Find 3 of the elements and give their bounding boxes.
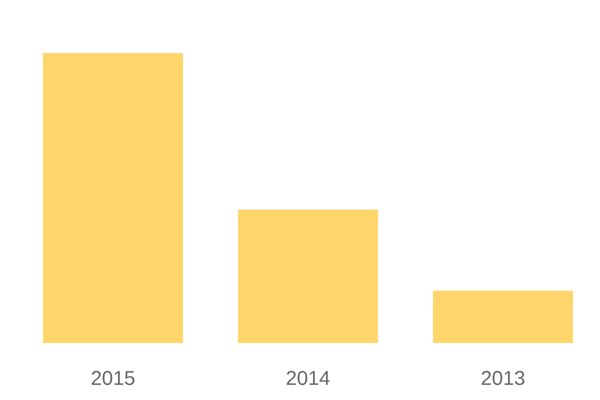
x-tick-label: 2013 bbox=[482, 370, 524, 386]
x-tick-label: 2014 bbox=[286, 370, 330, 386]
x-tick-label: 2015 bbox=[92, 370, 134, 386]
